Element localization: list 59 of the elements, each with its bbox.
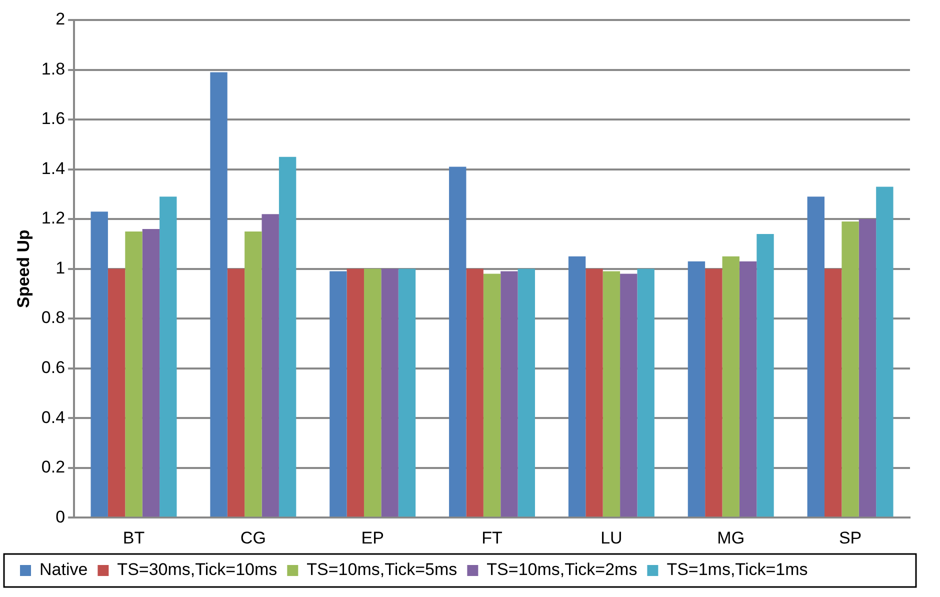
y-tick-label: 0: [56, 507, 66, 526]
bar: [602, 271, 620, 517]
y-tick-label: 0.4: [41, 408, 66, 427]
y-tick-label: 0.8: [41, 308, 66, 328]
bar: [227, 268, 245, 517]
legend-label: TS=1ms,Tick=1ms: [666, 560, 808, 580]
bar: [688, 261, 706, 517]
x-tick-label: CG: [240, 528, 266, 548]
bar: [807, 196, 824, 517]
bar: [330, 271, 347, 517]
legend-label: TS=10ms,Tick=2ms: [486, 560, 638, 580]
bar: [739, 261, 757, 517]
bar: [142, 228, 160, 517]
y-axis-title: Speed Up: [14, 230, 33, 308]
bar: [262, 214, 279, 517]
bar: [500, 271, 518, 517]
bar: [160, 196, 177, 517]
x-tick-label: SP: [838, 528, 862, 548]
bar: [466, 268, 484, 517]
y-tick-label: 1: [56, 258, 66, 278]
bar: [705, 268, 722, 517]
legend-label: Native: [40, 560, 88, 580]
bar: [824, 268, 842, 517]
y-tick-label: 1.2: [41, 208, 66, 228]
y-tick-label: 1.8: [41, 59, 66, 78]
bar: [483, 274, 501, 517]
x-tick-label: FT: [482, 528, 502, 548]
bar: [722, 256, 740, 517]
x-tick-label: MG: [717, 528, 745, 548]
bar: [346, 268, 364, 517]
bar: [620, 274, 638, 517]
bar: [244, 231, 262, 517]
legend-label: TS=30ms,Tick=10ms: [117, 560, 278, 580]
bar: [842, 222, 859, 517]
bar: [876, 186, 894, 517]
bar: [568, 256, 586, 517]
bar: [381, 268, 398, 517]
bar: [125, 231, 142, 517]
bar: [449, 166, 466, 517]
bar: [518, 268, 536, 517]
y-tick-label: 2: [56, 10, 66, 29]
y-tick-label: 0.2: [41, 458, 66, 477]
bar: [586, 268, 603, 517]
bar: [364, 268, 382, 517]
bar: [210, 72, 228, 517]
y-tick-label: 1.6: [41, 109, 66, 128]
y-tick-label: 0.6: [41, 358, 66, 378]
x-tick-label: LU: [600, 528, 622, 548]
bar: [108, 268, 126, 517]
legend-label: TS=10ms,Tick=5ms: [306, 560, 458, 580]
y-tick-label: 1.4: [41, 158, 66, 178]
bar: [398, 268, 416, 517]
bar: [278, 156, 296, 517]
x-tick-label: EP: [361, 528, 384, 548]
bar: [756, 234, 774, 517]
bar: [858, 219, 876, 517]
bar: [637, 268, 654, 517]
bar: [90, 212, 108, 517]
x-tick-label: BT: [122, 528, 145, 548]
